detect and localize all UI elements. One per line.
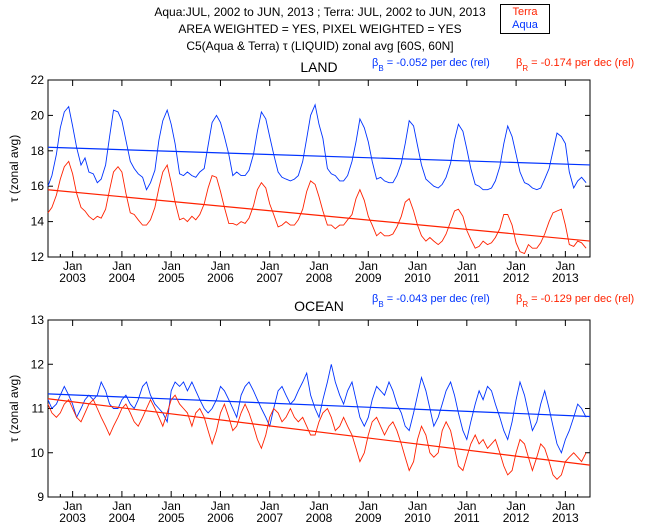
land-x-tick-label: Jan 2005: [158, 259, 185, 285]
ocean-panel: OCEAN βB = -0.043 per dec (rel) βR = -0.12…: [7, 293, 634, 523]
land-x-tick-label: Jan 2006: [207, 259, 234, 285]
ocean-y-tick-label: 10: [31, 446, 45, 460]
ocean-x-tick-label: Jan 2008: [306, 499, 333, 523]
land-x-tick-label: Jan 2011: [454, 259, 480, 285]
ocean-x-tick-label: Jan 2004: [109, 499, 136, 523]
ocean-y-tick-label: 11: [32, 402, 45, 416]
land-x-tick-label: Jan 2007: [256, 259, 283, 285]
land-trendline-aqua: [47, 146, 591, 166]
land-y-tick-label: 16: [31, 179, 45, 193]
land-x-tick-label: Jan 2012: [503, 259, 530, 285]
legend-entry-terra: Terra: [512, 6, 538, 18]
land-series-aqua: [47, 103, 587, 191]
ocean-x-tick-label: Jan 2012: [503, 499, 530, 523]
ocean-x-tick-label: Jan 2013: [552, 499, 579, 523]
land-x-tick-label: Jan 2010: [404, 259, 431, 285]
header-line-2: AREA WEIGHTED = YES, PIXEL WEIGHTED = YE…: [178, 22, 462, 36]
ocean-y-tick-label: 12: [31, 357, 45, 371]
land-y-tick-label: 20: [31, 108, 45, 122]
ocean-x-tick-label: Jan 2009: [355, 499, 382, 523]
land-x-tick-label: Jan 2008: [306, 259, 333, 285]
land-y-tick-label: 14: [31, 215, 45, 229]
land-series-terra: [47, 160, 587, 255]
ocean-x-tick-label: Jan 2010: [404, 499, 431, 523]
ocean-y-tick-label: 13: [31, 313, 45, 327]
land-y-tick-label: 12: [31, 250, 45, 264]
ocean-x-tick-label: Jan 2006: [207, 499, 234, 523]
land-trendline-terra: [47, 189, 591, 242]
ocean-y-axis-label: τ (zonal avg): [7, 375, 21, 442]
ocean-trendline-aqua: [47, 393, 591, 418]
header-line-1: Aqua:JUL, 2002 to JUN, 2013 ; Terra: JUL…: [154, 5, 486, 19]
legend: Terra Aqua: [500, 4, 550, 34]
land-y-axis-label: τ (zonal avg): [7, 135, 21, 202]
land-panel: LAND βB = -0.052 per dec (rel) βR = -0.174…: [7, 57, 634, 285]
ocean-x-tick-label: Jan 2007: [256, 499, 283, 523]
ocean-chart-title: OCEAN: [294, 298, 344, 314]
land-x-tick-label: Jan 2003: [59, 259, 86, 285]
land-x-tick-label: Jan 2009: [355, 259, 382, 285]
ocean-trend-annotation-terra: βR = -0.129 per dec (rel): [516, 293, 634, 309]
ocean-series-aqua: [47, 364, 587, 455]
ocean-trend-annotation-aqua: βB = -0.043 per dec (rel): [372, 293, 490, 309]
land-trend-annotation-terra: βR = -0.174 per dec (rel): [516, 57, 634, 73]
ocean-series-terra: [47, 394, 587, 480]
land-trend-annotation-aqua: βB = -0.052 per dec (rel): [372, 57, 490, 73]
land-plot-frame: [47, 79, 591, 258]
land-x-tick-label: Jan 2004: [109, 259, 136, 285]
legend-entry-aqua: Aqua: [512, 19, 538, 31]
land-y-tick-label: 22: [31, 73, 45, 87]
land-x-tick-label: Jan 2013: [552, 259, 579, 285]
ocean-trendline-terra: [47, 398, 591, 466]
ocean-x-tick-label: Jan 2003: [59, 499, 86, 523]
ocean-y-tick-label: 9: [37, 490, 44, 504]
land-y-tick-label: 18: [31, 144, 45, 158]
header-line-3: C5(Aqua & Terra) τ (LIQUID) zonal avg [6…: [186, 39, 454, 53]
land-chart-title: LAND: [300, 59, 337, 75]
ocean-x-tick-label: Jan 2005: [158, 499, 185, 523]
ocean-x-tick-label: Jan 2011: [454, 499, 480, 523]
